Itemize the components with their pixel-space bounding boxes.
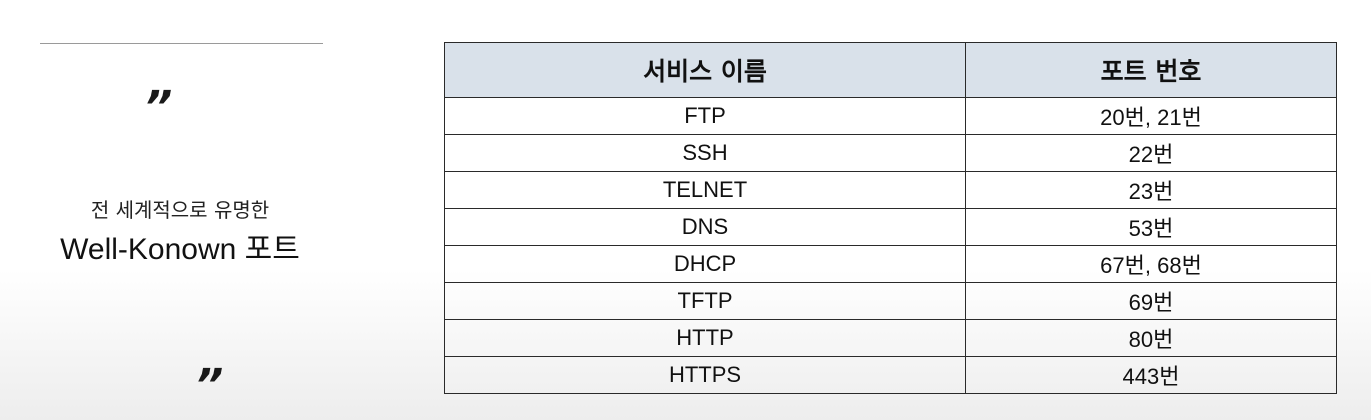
top-divider-line: [40, 43, 323, 44]
port-cell: 23번: [965, 171, 1337, 209]
table-row: HTTPS 443번: [444, 356, 1337, 394]
port-cell: 20번, 21번: [965, 97, 1337, 135]
port-cell: 67번, 68번: [965, 245, 1337, 283]
service-cell: FTP: [444, 97, 966, 135]
caption-title: Well-Konown 포트: [60, 233, 300, 266]
port-cell: 22번: [965, 134, 1337, 172]
table-row: SSH 22번: [444, 134, 1337, 172]
port-cell: 80번: [965, 319, 1337, 357]
table-header-row: 서비스 이름 포트 번호: [444, 42, 1337, 98]
service-cell: SSH: [444, 134, 966, 172]
port-cell: 69번: [965, 282, 1337, 320]
table-row: TELNET 23번: [444, 171, 1337, 209]
header-port-number: 포트 번호: [965, 42, 1337, 98]
service-cell: DNS: [444, 208, 966, 246]
service-cell: TELNET: [444, 171, 966, 209]
table-row: DNS 53번: [444, 208, 1337, 246]
header-service-name: 서비스 이름: [444, 42, 966, 98]
close-quote-mark: ”: [195, 360, 224, 411]
service-cell: DHCP: [444, 245, 966, 283]
table-row: FTP 20번, 21번: [444, 97, 1337, 135]
service-cell: HTTPS: [444, 356, 966, 394]
service-cell: HTTP: [444, 319, 966, 357]
service-cell: TFTP: [444, 282, 966, 320]
table-row: DHCP 67번, 68번: [444, 245, 1337, 283]
table-row: TFTP 69번: [444, 282, 1337, 320]
port-cell: 443번: [965, 356, 1337, 394]
port-cell: 53번: [965, 208, 1337, 246]
table-row: HTTP 80번: [444, 319, 1337, 357]
caption-subtitle: 전 세계적으로 유명한: [90, 198, 270, 222]
open-quote-mark: ”: [144, 82, 173, 133]
port-table: 서비스 이름 포트 번호 FTP 20번, 21번 SSH 22번 TELNET…: [444, 42, 1337, 394]
